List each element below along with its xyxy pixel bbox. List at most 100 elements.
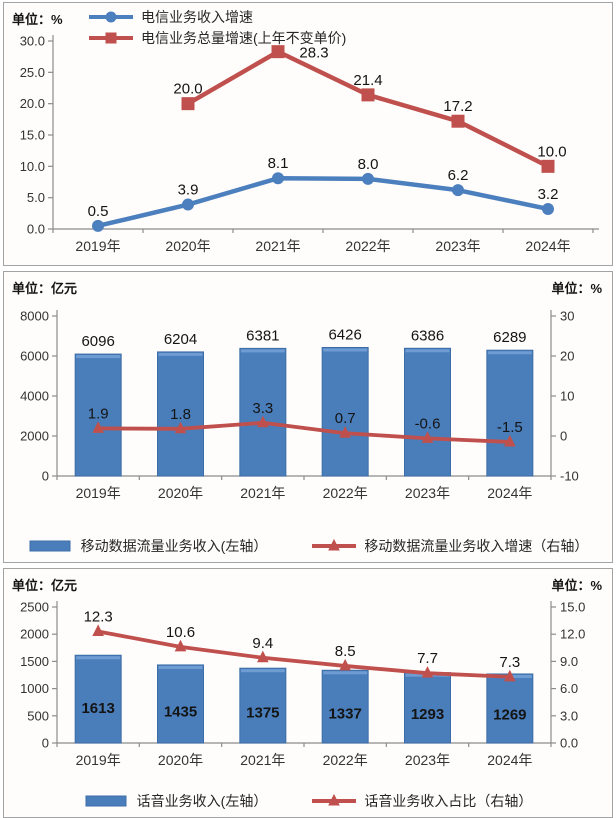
left-y-axis-tick-label: 4000 (20, 389, 49, 404)
bar-highlight (323, 348, 368, 352)
x-category-label: 2020年 (158, 752, 203, 768)
data-label: 28.3 (299, 45, 328, 62)
right-y-axis-tick-label: 0.0 (560, 736, 578, 751)
left-y-axis-tick-label: 8000 (20, 309, 49, 324)
panel-telecom-growth-chart: 单位：% 电信业务收入增速 电信业务总量增速(上年不变单价) 0.0 5.0 10.0… (3, 2, 613, 266)
data-label: -1.5 (497, 419, 523, 436)
data-label: 0.5 (88, 203, 109, 220)
square-line-swatch-icon (89, 32, 133, 43)
legend-label: 话音业务收入占比（右轴） (364, 792, 533, 809)
data-label: -0.6 (415, 415, 441, 432)
square-data-point (271, 45, 285, 59)
data-label: 0.7 (335, 410, 356, 427)
legend-label: 话音业务收入(左轴） (136, 792, 268, 809)
circle-data-point (542, 202, 554, 215)
legend-item: 电信业务总量增速(上年不变单价) (88, 27, 346, 48)
bar (486, 349, 534, 477)
legend: 话音业务收入(左轴） 话音业务收入占比（右轴） (4, 790, 612, 811)
square-data-point (451, 114, 465, 128)
circle-line-swatch-icon (89, 11, 133, 22)
right-y-axis-tick-label: 10 (560, 389, 574, 404)
left-y-axis-tick-label: 0 (42, 469, 49, 484)
right-y-axis-tick-label: 0 (560, 429, 567, 444)
x-category-label: 2020年 (158, 485, 203, 501)
bar-highlight (487, 351, 532, 355)
triangle-data-point (504, 434, 516, 447)
legend-item: 移动数据流量业务收入(左轴） (28, 535, 268, 556)
bar (404, 672, 451, 744)
x-category-label: 2024年 (487, 485, 532, 501)
bar-highlight (76, 355, 121, 359)
x-category-label: 2019年 (76, 752, 121, 768)
bar-highlight (158, 665, 203, 669)
series-line (186, 49, 550, 169)
triangle-data-point (421, 666, 434, 678)
left-y-axis-tick-label: 1000 (20, 681, 49, 696)
legend: 移动数据流量业务收入(左轴） 移动数据流量业务收入增速（右轴） (4, 535, 612, 556)
bar-data-label: 6381 (246, 327, 279, 344)
circle-data-point (182, 198, 194, 211)
y-axis-tick-label: 25.0 (20, 65, 45, 80)
bar-data-label: 6426 (328, 326, 361, 343)
left-y-axis-tick-label: 2500 (20, 600, 49, 615)
data-label: 12.3 (84, 608, 113, 625)
triangle-data-point (339, 426, 351, 438)
right-y-axis-tick-label: 12.0 (560, 627, 585, 642)
x-category-label: 2023年 (405, 485, 450, 501)
y-axis-tick-label: 10.0 (20, 159, 45, 174)
bar (239, 667, 287, 744)
bar-swatch-icon (29, 540, 71, 551)
data-label: 17.2 (443, 98, 472, 115)
data-label: 8.0 (358, 156, 379, 173)
triangle-data-point (339, 658, 351, 671)
x-category-label: 2021年 (240, 752, 285, 768)
legend-item: 话音业务收入(左轴） (84, 790, 268, 811)
x-category-label: 2022年 (323, 485, 368, 501)
mobile-data-revenue-chart: 0 2000 4000 6000 8000 -10 0 10 20 30 2019年 2020年 202… (20, 309, 579, 502)
bar-swatch-icon (29, 540, 71, 551)
data-label: 3.3 (252, 400, 273, 417)
right-y-axis-tick-label: 15.0 (560, 600, 585, 615)
data-label: 6.2 (448, 167, 469, 184)
legend-item: 移动数据流量业务收入增速（右轴） (311, 535, 588, 556)
bar-data-label: 1293 (411, 706, 444, 723)
data-label: 7.3 (499, 654, 520, 671)
voice-revenue-chart: 0 500 1000 1500 2000 2500 0.0 3.0 6.0 9.0 12.0 15.0… (20, 600, 585, 769)
triangle-data-point (257, 415, 269, 428)
y-axis-tick-label: 15.0 (20, 128, 45, 143)
bar-highlight (405, 349, 450, 353)
x-category-label: 2020年 (165, 238, 210, 254)
data-label: 9.4 (252, 635, 273, 652)
x-category-label: 2021年 (255, 238, 300, 254)
circle-data-point (92, 219, 104, 232)
legend-label: 移动数据流量业务收入(左轴） (80, 537, 268, 554)
x-category-label: 2024年 (487, 752, 532, 768)
triangle-data-point (504, 669, 516, 682)
data-label: 7.7 (417, 650, 438, 667)
triangle-data-point (92, 624, 104, 636)
square-data-point (181, 97, 195, 111)
bar-data-label: 1375 (246, 705, 279, 722)
right-y-axis-tick-label: 6.0 (560, 681, 578, 696)
panel-voice-revenue-chart: 单位：亿元 单位：% 0 500 1000 1500 2000 2500 0.0 3.0 6.0… (3, 568, 613, 818)
triangle-marker-icon (328, 793, 341, 805)
left-y-axis-tick-label: 0 (42, 736, 49, 751)
legend-label: 移动数据流量业务收入增速（右轴） (364, 537, 589, 554)
right-y-axis-tick-label: -10 (560, 469, 579, 484)
legend-item: 电信业务收入增速 (88, 6, 346, 27)
circle-data-point (272, 172, 284, 185)
bar-data-label: 1435 (164, 703, 197, 720)
unit-label-right: 单位：% (551, 578, 602, 593)
bar-data-label: 6289 (493, 329, 526, 346)
bar (404, 347, 451, 477)
bar-highlight (76, 656, 121, 660)
square-data-point (541, 159, 555, 173)
bar-data-label: 1337 (328, 705, 361, 722)
triangle-data-point (257, 650, 269, 663)
data-label: 1.9 (88, 405, 109, 422)
y-axis-tick-label: 5.0 (27, 190, 45, 205)
left-y-axis-tick-label: 1500 (20, 654, 49, 669)
x-category-label: 2024年 (525, 238, 570, 254)
data-label: 10.6 (166, 624, 195, 641)
